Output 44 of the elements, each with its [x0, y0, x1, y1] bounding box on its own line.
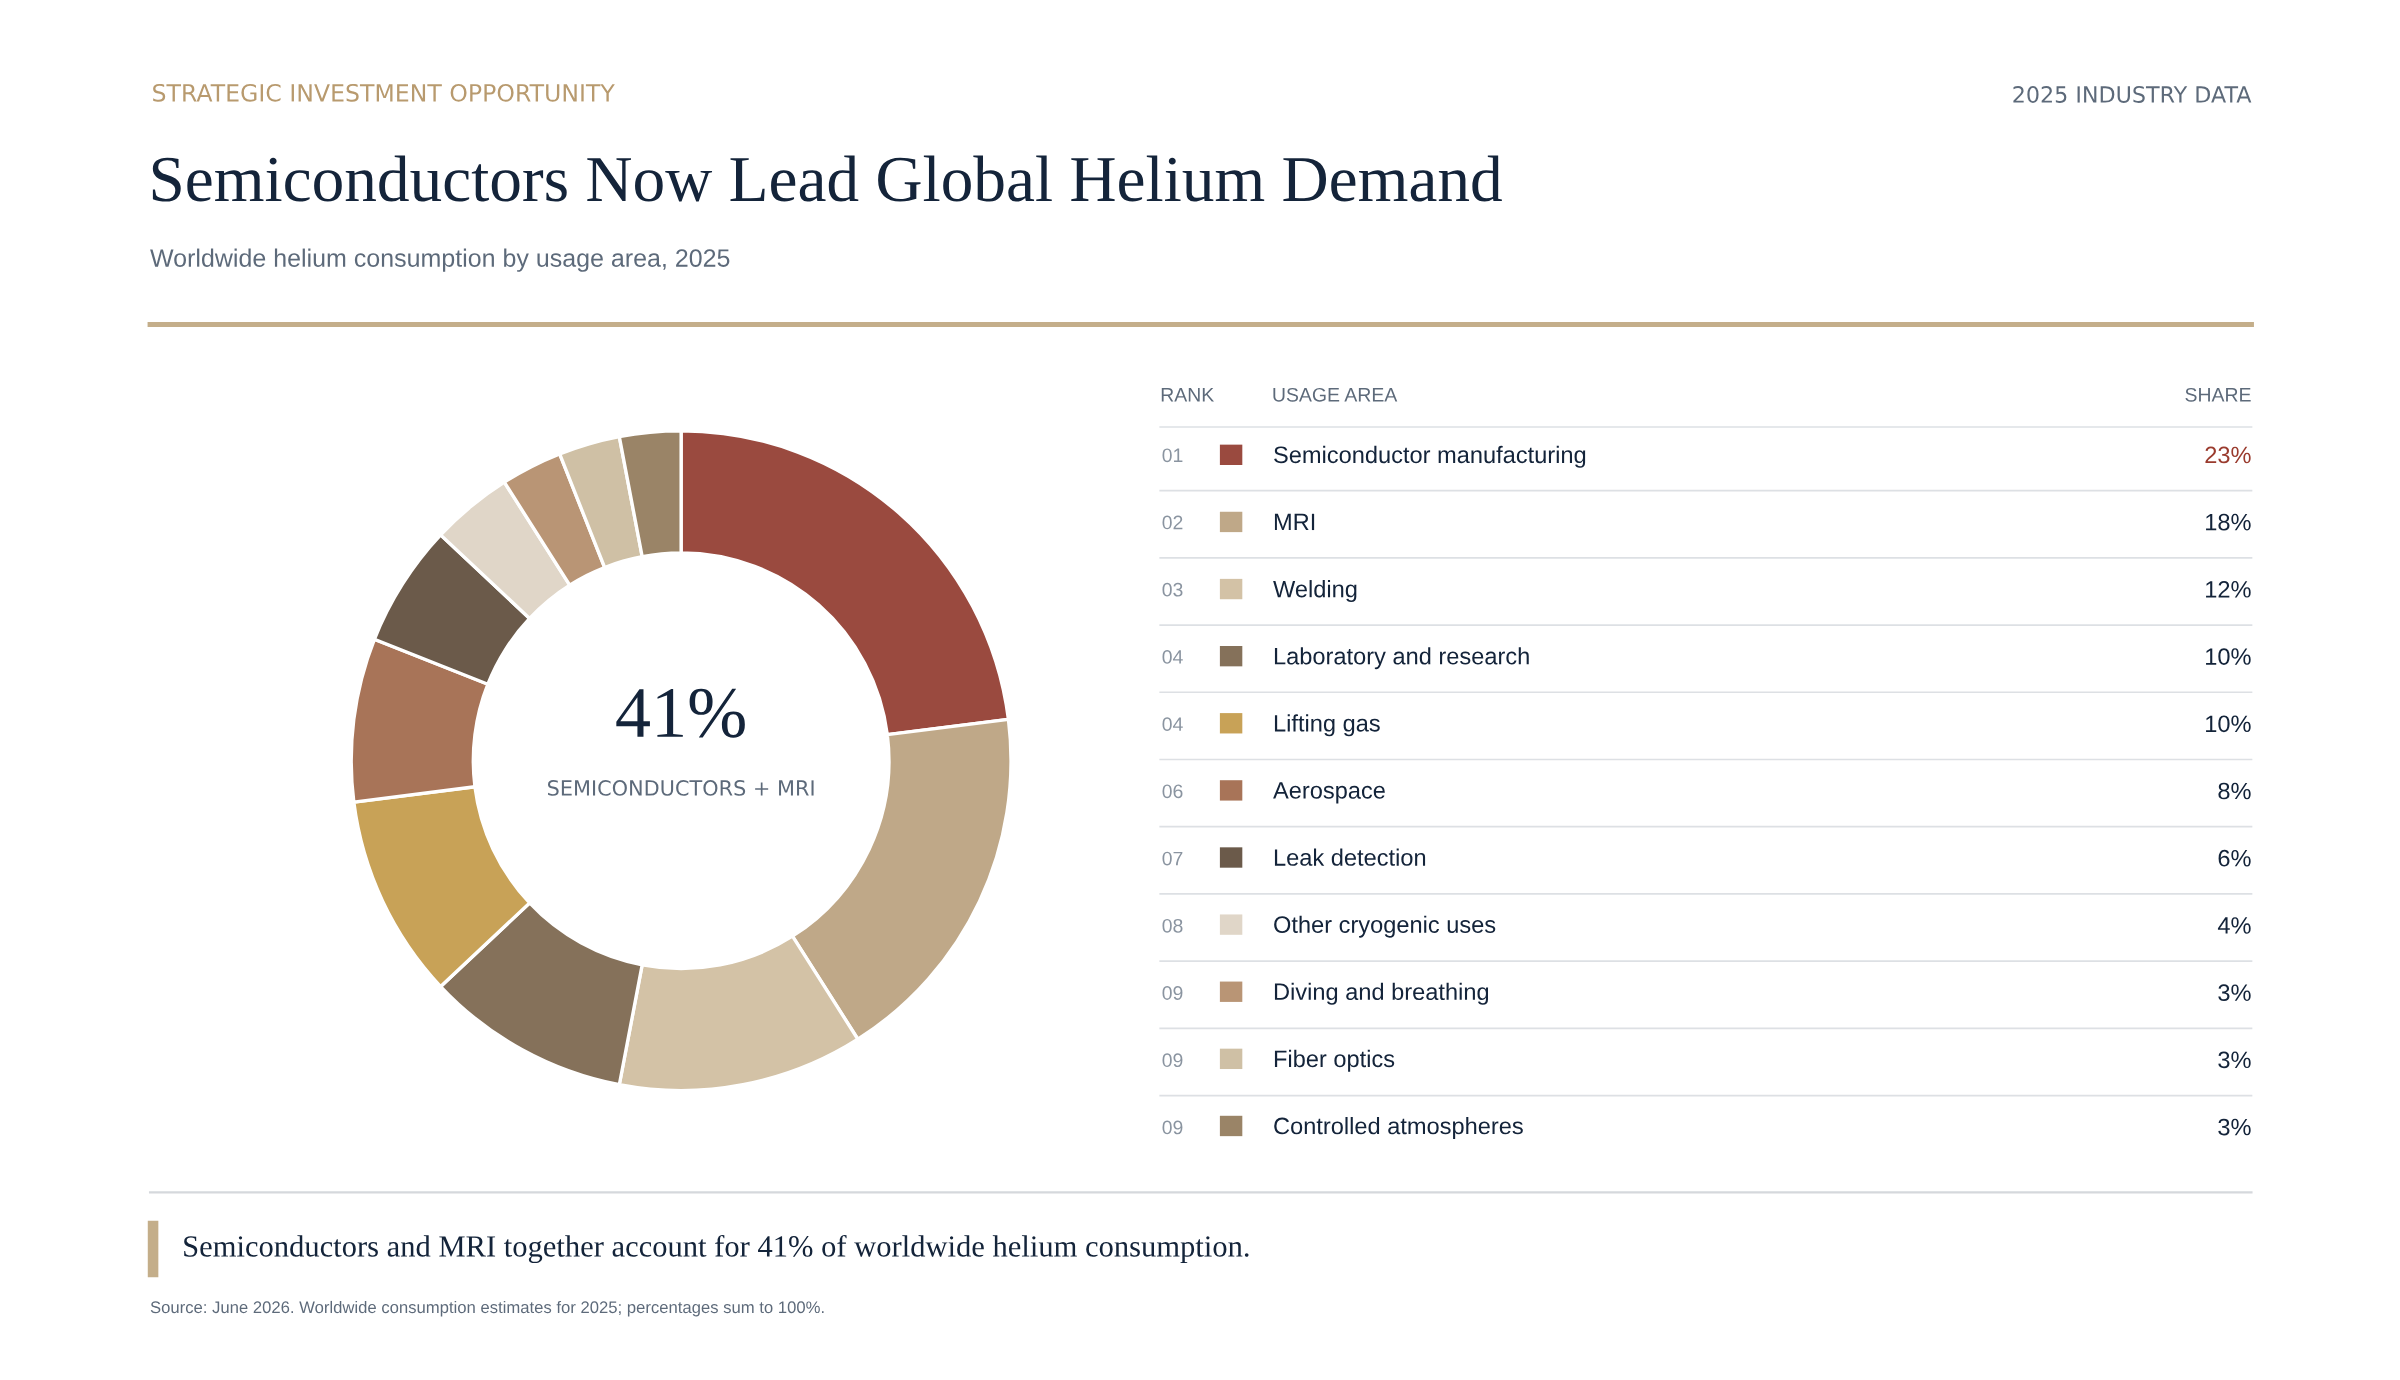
- legend-label: Lifting gas: [1274, 714, 1380, 737]
- text: 07: [1162, 851, 1183, 866]
- data-label: 12%: [2206, 580, 2251, 598]
- legend-label: Welding: [1273, 580, 1357, 603]
- legend-label: MRI: [1274, 513, 1315, 531]
- text: SEMICONDUCTORS + MRI: [547, 780, 814, 796]
- data-label: 6%: [2218, 849, 2251, 867]
- legend-label: Laboratory and research: [1274, 647, 1529, 670]
- legend-label: Fiber optics: [1274, 1049, 1395, 1072]
- data-label: 8%: [2218, 782, 2251, 800]
- data-label: 4%: [2217, 917, 2251, 934]
- text: 08: [1162, 918, 1183, 933]
- text: 2025 INDUSTRY DATA: [2013, 86, 2252, 103]
- data-label: 23%: [2205, 446, 2251, 464]
- legend-label: Semiconductor manufacturing: [1274, 445, 1586, 468]
- data-label: 3%: [2218, 1051, 2251, 1069]
- text: 41%: [616, 688, 745, 738]
- data-label: 10%: [2206, 648, 2251, 665]
- text: 01: [1162, 448, 1183, 463]
- text: 04: [1162, 650, 1183, 664]
- chart-subtitle: Worldwide helium consumption by usage area, 2025: [150, 248, 730, 272]
- text: 03: [1162, 582, 1183, 597]
- text: USAGE AREA: [1273, 387, 1398, 402]
- legend-label: Controlled atmospheres: [1274, 1116, 1523, 1139]
- text: 04: [1162, 717, 1183, 732]
- legend-label: Leak detection: [1274, 848, 1426, 866]
- text: 09: [1162, 1053, 1183, 1068]
- text: 02: [1162, 515, 1183, 530]
- text: RANK: [1161, 388, 1214, 402]
- text: 09: [1162, 986, 1183, 1000]
- data-label: 18%: [2206, 513, 2251, 531]
- text: 09: [1162, 1120, 1183, 1135]
- text: 06: [1162, 784, 1183, 799]
- text: STRATEGIC INVESTMENT OPPORTUNITY: [153, 83, 615, 102]
- source-note: Source: June 2026. Worldwide consumption estimates for 2025; percentages sum to 100%.: [150, 1300, 824, 1317]
- data-label: 3%: [2218, 984, 2251, 1001]
- data-label: 3%: [2218, 1118, 2251, 1136]
- legend-label: Other cryogenic uses: [1274, 915, 1496, 938]
- text: Semiconductors and MRI together account for 41% of worldwide helium consumption.: [184, 1234, 1249, 1264]
- legend-label: Aerospace: [1273, 782, 1385, 804]
- legend-label: Diving and breathing: [1274, 982, 1489, 1005]
- chart-title: Semiconductors Now Lead Global Helium Demand: [152, 155, 1502, 202]
- data-label: 10%: [2206, 715, 2251, 733]
- text: SHARE: [2185, 387, 2251, 402]
